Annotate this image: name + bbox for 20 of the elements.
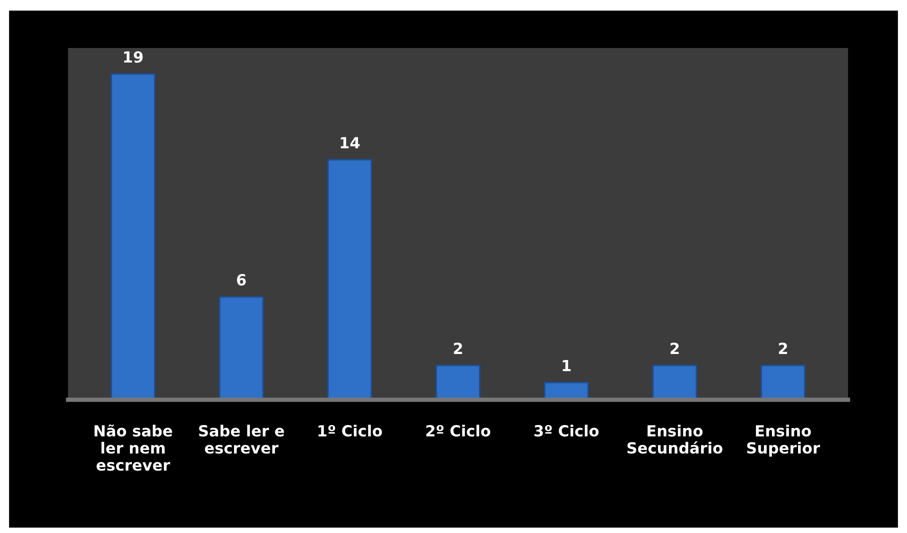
x-tick-label: Ensino Secundário [627, 424, 722, 454]
x-tick-label: 1º Ciclo [318, 424, 382, 437]
data-label: 6 [236, 274, 246, 286]
data-label: 2 [778, 342, 788, 354]
x-tick-label: 3º Ciclo [534, 424, 599, 437]
bar [219, 296, 264, 400]
data-label: 19 [124, 51, 143, 63]
bar [436, 364, 480, 400]
data-label: 14 [340, 137, 360, 148]
x-tick-label: Sabe ler e escrever [199, 424, 284, 454]
bar [760, 364, 806, 400]
data-label: 2 [454, 342, 462, 354]
x-tick-label: 2º Ciclo [426, 424, 490, 437]
bar [327, 159, 372, 400]
x-tick-label: Ensino Superior [747, 424, 820, 457]
bar [110, 73, 156, 400]
x-tick-label: Não sabe ler nem escrever [94, 424, 172, 471]
data-label: 2 [670, 342, 679, 354]
data-label: 1 [562, 360, 571, 372]
bar [652, 364, 698, 400]
